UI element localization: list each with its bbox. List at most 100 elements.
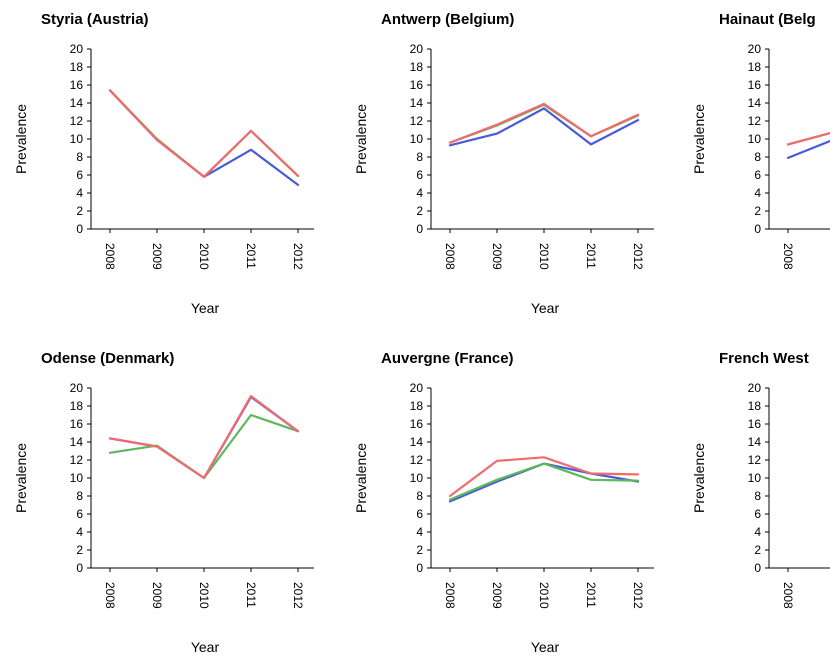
y-tick-label: 20 <box>70 42 84 56</box>
y-tick-label: 6 <box>416 168 423 182</box>
chart-panel-2: Antwerp (Belgium) 0 2 4 6 8 10 12 14 16 18 20 2008 20… <box>353 11 654 316</box>
x-tick-label: 2012 <box>631 243 645 270</box>
y-tick-label: 16 <box>748 78 762 92</box>
x-tick-label: 2012 <box>291 243 305 270</box>
y-tick-label: 8 <box>76 150 83 164</box>
x-tick-label: 2008 <box>781 582 795 609</box>
y-tick-label: 14 <box>70 96 84 110</box>
y-axis-title: Prevalence <box>691 104 707 174</box>
y-tick-label: 10 <box>70 132 84 146</box>
x-tick-label: 2009 <box>828 582 830 609</box>
y-tick-label: 20 <box>410 381 424 395</box>
y-tick-label: 8 <box>754 489 761 503</box>
x-tick-label: 2011 <box>244 582 258 608</box>
x-axis-title: Year <box>531 639 560 655</box>
chart-title: Hainaut (Belg <box>719 11 816 28</box>
x-tick-label: 2010 <box>537 582 551 609</box>
series-line-3 <box>448 102 640 144</box>
x-tick-label: 2009 <box>490 243 504 270</box>
x-tick-label: 2008 <box>781 243 795 270</box>
y-tick-label: 2 <box>754 204 761 218</box>
y-tick-label: 12 <box>410 114 424 128</box>
y-tick-label: 2 <box>76 543 83 557</box>
y-tick-label: 16 <box>748 417 762 431</box>
y-tick-label: 12 <box>410 453 424 467</box>
y-tick-label: 14 <box>410 96 424 110</box>
y-tick-label: 16 <box>70 78 84 92</box>
y-tick-label: 16 <box>410 78 424 92</box>
y-tick-label: 6 <box>76 168 83 182</box>
y-tick-label: 4 <box>416 525 423 539</box>
x-tick-label: 2009 <box>828 243 830 270</box>
y-tick-label: 12 <box>70 453 84 467</box>
series-line-1 <box>786 139 830 159</box>
y-tick-label: 8 <box>416 489 423 503</box>
chart-panel-1: Styria (Austria) 0 2 4 6 8 10 12 14 16 18 20 2008 200… <box>13 11 314 316</box>
chart-panel-3: Hainaut (Belg 0 2 4 6 8 10 12 14 16 18 20 2008 2009 Pr… <box>691 11 830 270</box>
y-tick-label: 18 <box>748 60 762 74</box>
series-line-1 <box>108 89 300 186</box>
y-tick-label: 20 <box>70 381 84 395</box>
y-tick-label: 2 <box>754 543 761 557</box>
y-tick-label: 6 <box>754 507 761 521</box>
y-tick-label: 0 <box>754 561 761 575</box>
y-tick-label: 4 <box>754 186 761 200</box>
series-line-2 <box>448 103 640 144</box>
y-tick-label: 18 <box>70 399 84 413</box>
y-tick-label: 0 <box>76 561 83 575</box>
y-tick-label: 18 <box>410 399 424 413</box>
y-tick-label: 18 <box>748 399 762 413</box>
series-line-1 <box>448 107 640 147</box>
y-axis-title: Prevalence <box>353 104 369 174</box>
y-tick-label: 0 <box>76 222 83 236</box>
y-tick-label: 16 <box>410 417 424 431</box>
y-tick-label: 20 <box>748 42 762 56</box>
y-axis-title: Prevalence <box>13 104 29 174</box>
y-tick-label: 12 <box>70 114 84 128</box>
y-tick-label: 6 <box>76 507 83 521</box>
x-tick-label: 2012 <box>631 582 645 609</box>
y-tick-label: 14 <box>70 435 84 449</box>
y-tick-label: 2 <box>76 204 83 218</box>
y-tick-label: 14 <box>410 435 424 449</box>
x-tick-label: 2010 <box>197 243 211 270</box>
y-tick-label: 10 <box>70 471 84 485</box>
x-axis-title: Year <box>191 300 220 316</box>
y-tick-label: 2 <box>416 543 423 557</box>
x-tick-label: 2011 <box>584 243 598 269</box>
x-tick-label: 2011 <box>584 582 598 608</box>
x-tick-label: 2008 <box>103 582 117 609</box>
y-tick-label: 18 <box>70 60 84 74</box>
x-tick-label: 2012 <box>291 582 305 609</box>
series-line-2 <box>108 413 300 480</box>
y-tick-label: 10 <box>748 471 762 485</box>
chart-panel-4: Odense (Denmark) 0 2 4 6 8 10 12 14 16 18 20 2008 200… <box>13 350 314 655</box>
y-tick-label: 16 <box>70 417 84 431</box>
y-tick-label: 20 <box>748 381 762 395</box>
y-tick-label: 12 <box>748 453 762 467</box>
y-tick-label: 12 <box>748 114 762 128</box>
y-tick-label: 10 <box>410 132 424 146</box>
y-axis-title: Prevalence <box>13 443 29 513</box>
chart-panel-5: Auvergne (France) 0 2 4 6 8 10 12 14 16 18 20 2008 20… <box>353 350 654 655</box>
series-line-3 <box>448 456 640 498</box>
y-tick-label: 18 <box>410 60 424 74</box>
series-line-3 <box>786 132 830 146</box>
series-line-1 <box>448 462 640 503</box>
y-tick-label: 4 <box>76 525 83 539</box>
y-tick-label: 8 <box>416 150 423 164</box>
x-tick-label: 2011 <box>244 243 258 269</box>
y-tick-label: 6 <box>754 168 761 182</box>
y-tick-label: 14 <box>748 96 762 110</box>
y-tick-label: 6 <box>416 507 423 521</box>
series-line-2 <box>448 462 640 501</box>
y-axis-title: Prevalence <box>691 443 707 513</box>
y-tick-label: 4 <box>76 186 83 200</box>
series-line-3 <box>108 89 300 178</box>
x-tick-label: 2010 <box>537 243 551 270</box>
x-tick-label: 2009 <box>490 582 504 609</box>
series-line-3 <box>108 394 300 480</box>
y-tick-label: 0 <box>416 222 423 236</box>
y-tick-label: 14 <box>748 435 762 449</box>
